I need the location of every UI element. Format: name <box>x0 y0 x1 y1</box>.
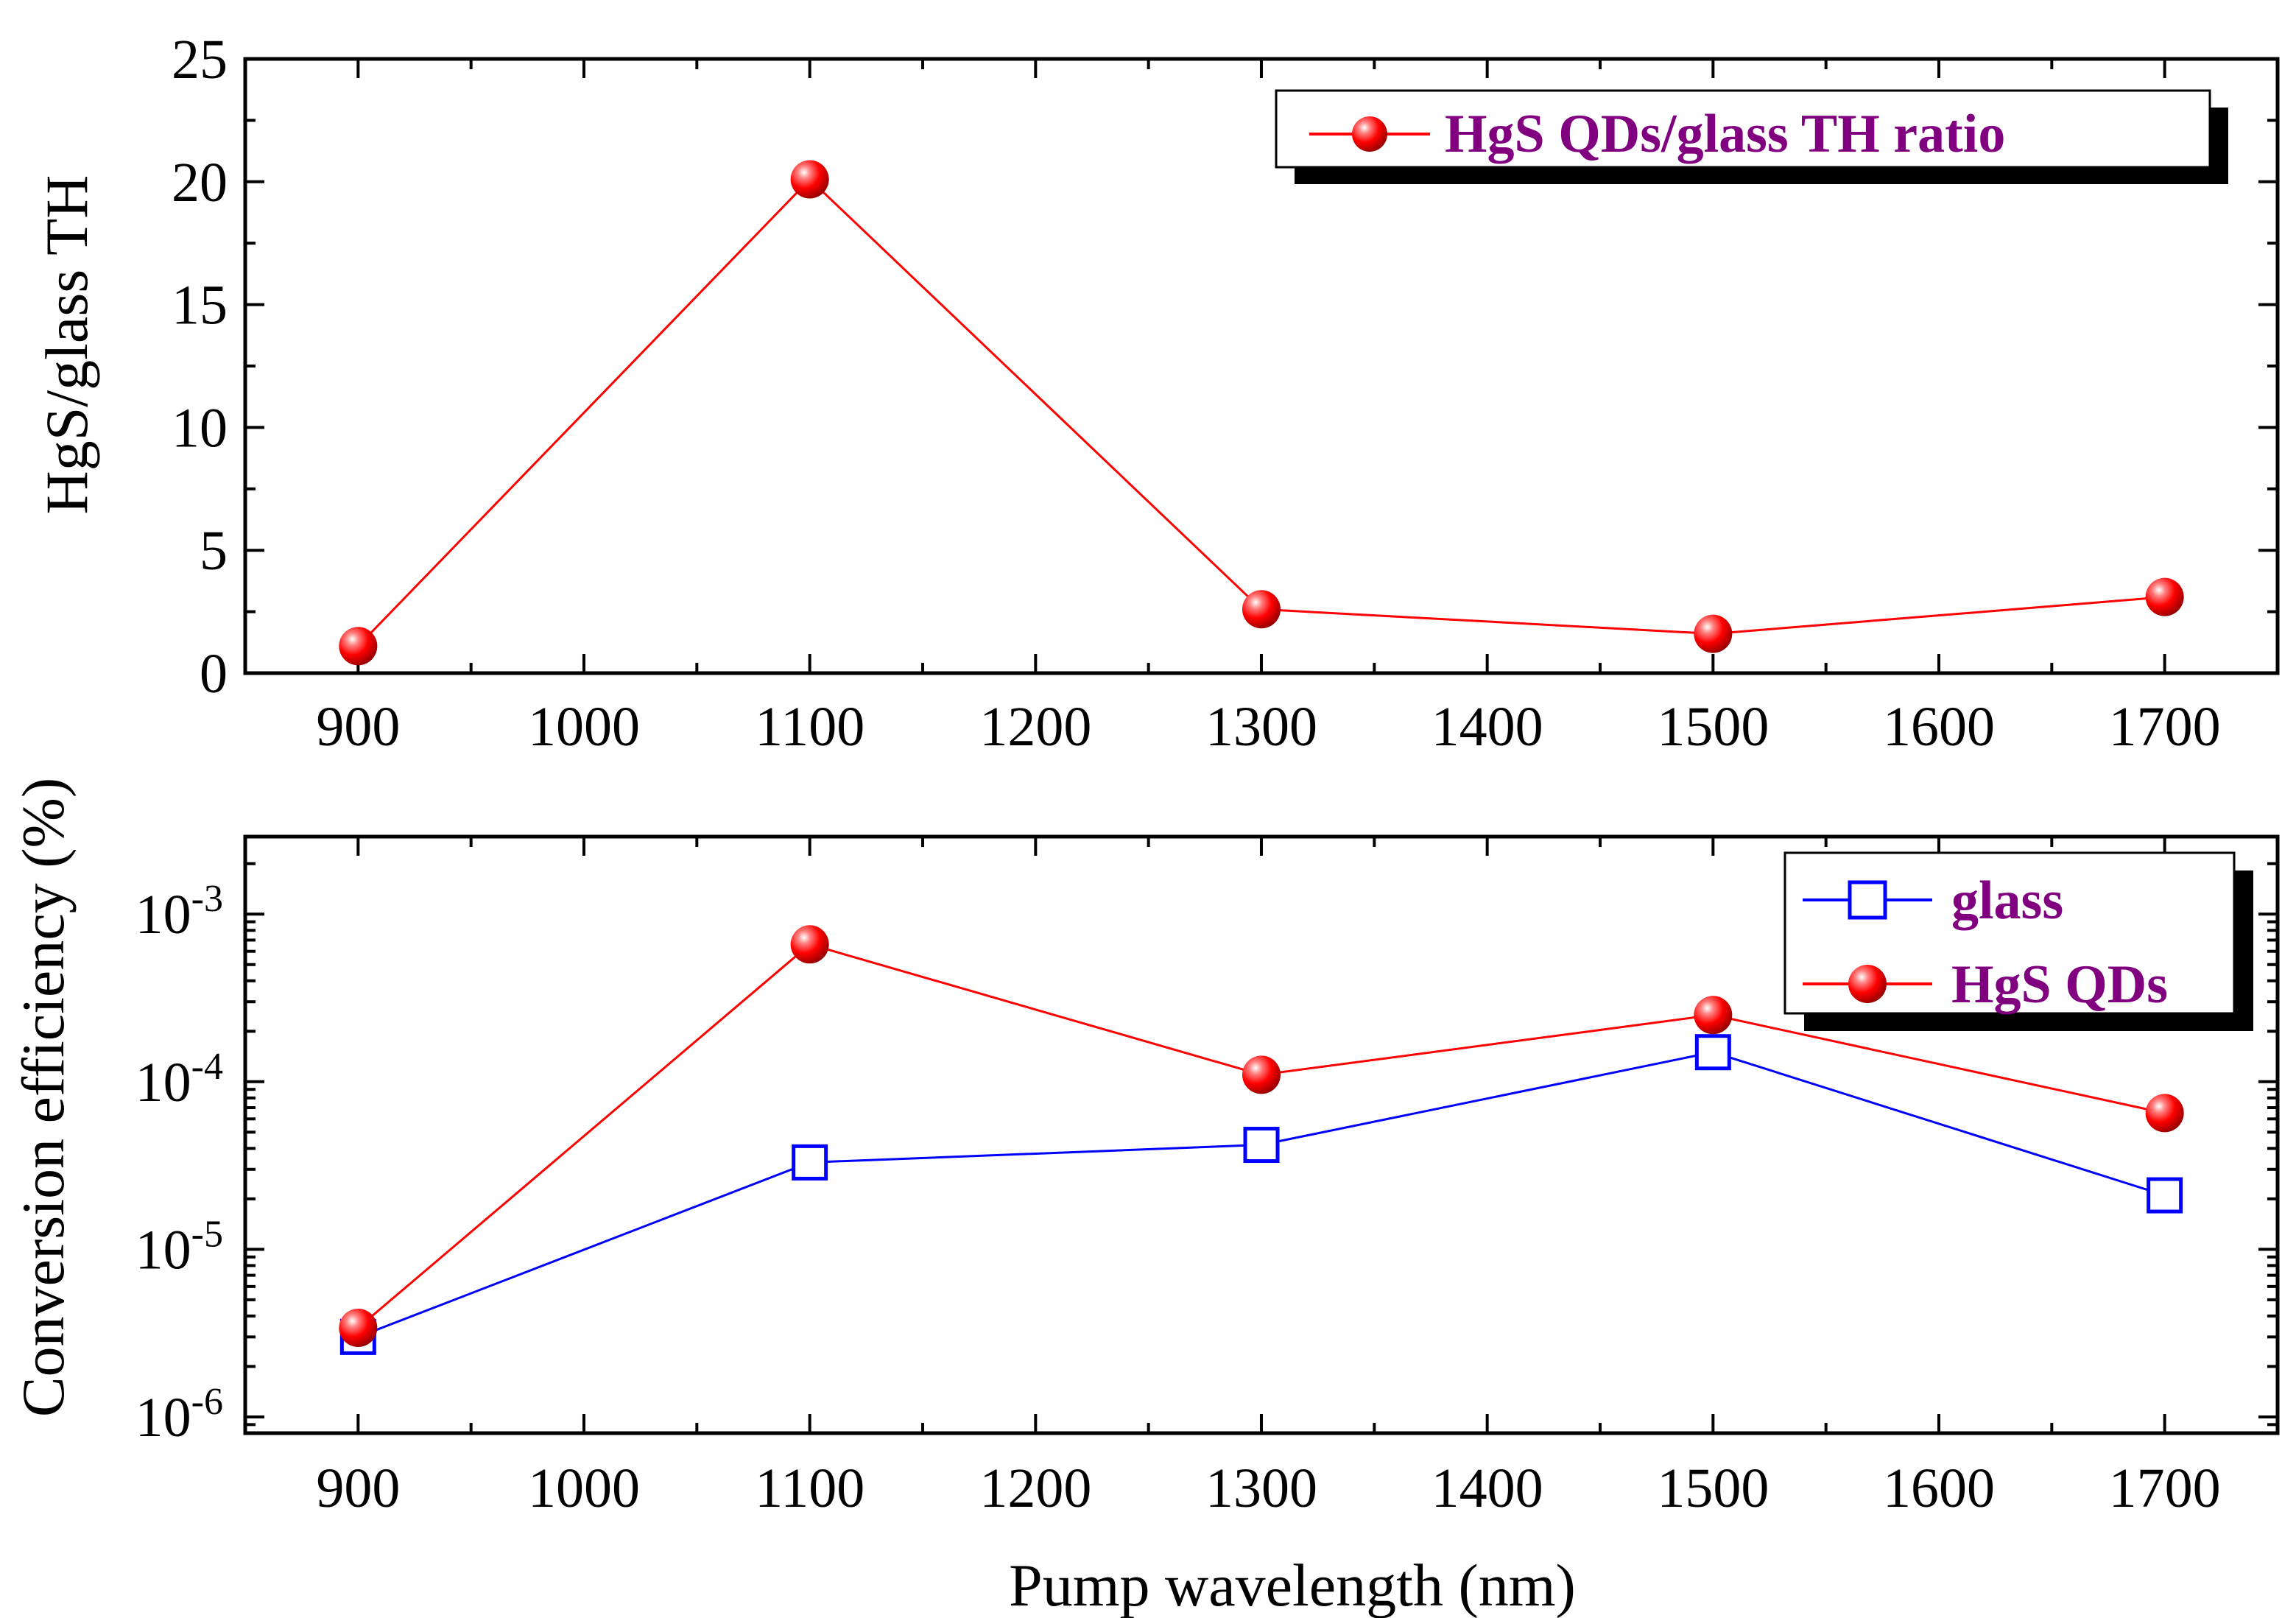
data-point-hgs-qds-glass-th-ratio <box>1694 614 1733 653</box>
y-tick-label: 15 <box>172 275 228 337</box>
y-tick-label: 10-5 <box>135 1213 223 1281</box>
x-tick-label: 1600 <box>1883 696 1995 758</box>
y-tick-label: 5 <box>200 520 228 582</box>
x-tick-label: 1700 <box>2109 1457 2221 1519</box>
y-tick-base: 10 <box>135 1219 191 1281</box>
data-point-hgs-qds-glass-th-ratio <box>339 627 378 666</box>
y-tick-label: 20 <box>172 152 228 214</box>
x-tick-label: 1200 <box>979 1457 1091 1519</box>
series-lines <box>357 177 2165 647</box>
y-tick-base: 10 <box>135 1052 191 1114</box>
x-axis-title: Pump wavelength (nm) <box>1009 1552 1576 1618</box>
legend: glass HgS QDs <box>1783 851 2253 1031</box>
legend-marker-glass <box>1848 880 1887 920</box>
x-tick-label: 1000 <box>528 696 640 758</box>
x-tick-label: 1600 <box>1883 1457 1995 1519</box>
y-axis-title: Conversion efficiency (%) <box>10 778 77 1417</box>
x-tick-labels: 900 1000 1100 1200 1300 1400 1500 1600 1700 <box>316 1457 2220 1519</box>
x-tick-label: 1500 <box>1657 1457 1769 1519</box>
ratio-chart: 900 1000 1100 1200 1300 1400 1500 1600 1700 0 5 10… <box>33 29 2280 758</box>
data-point-hgs-qds <box>2145 1094 2184 1133</box>
data-point-glass <box>2147 1177 2183 1214</box>
legend-label-glass: glass <box>1951 870 2063 931</box>
y-tick-label: 0 <box>200 643 228 705</box>
y-tick-label: 10-3 <box>135 878 223 946</box>
data-point-glass <box>792 1144 828 1181</box>
y-tick-base: 10 <box>135 1387 191 1449</box>
x-tick-label: 1300 <box>1205 1457 1317 1519</box>
legend-box <box>1783 851 2236 1015</box>
x-tick-label: 1700 <box>2109 696 2221 758</box>
plot-frame <box>243 834 2280 1435</box>
y-tick-base: 10 <box>135 884 191 946</box>
data-point-hgs-qds-glass-th-ratio <box>2145 577 2184 616</box>
y-tick-label: 10 <box>172 397 228 459</box>
legend: HgS QDs/glass TH ratio <box>1275 89 2228 184</box>
y-tick-label: 10-6 <box>135 1381 223 1449</box>
x-tick-label: 1200 <box>979 696 1091 758</box>
data-point-hgs-qds-glass-th-ratio <box>1242 590 1281 629</box>
y-tick-labels: 10-610-510-410-3 <box>135 878 223 1449</box>
x-tick-label: 1500 <box>1657 696 1769 758</box>
x-tick-label: 900 <box>316 696 400 758</box>
y-tick-exponent: -5 <box>191 1213 223 1255</box>
efficiency-chart: 900 1000 1100 1200 1300 1400 1500 1600 1700 10-6… <box>10 778 2280 1618</box>
x-tick-label: 1400 <box>1432 1457 1543 1519</box>
x-tick-marks <box>244 837 2166 1433</box>
y-tick-exponent: -6 <box>191 1381 223 1423</box>
y-tick-exponent: -3 <box>191 878 223 920</box>
x-tick-label: 1000 <box>528 1457 640 1519</box>
x-tick-label: 900 <box>316 1457 400 1519</box>
y-tick-exponent: -4 <box>191 1046 223 1088</box>
legend-marker-ratio <box>1352 116 1387 152</box>
plot-frame <box>243 57 2280 675</box>
x-tick-label: 1300 <box>1205 696 1317 758</box>
series-line-glass <box>357 1051 2166 1338</box>
y-tick-label: 10-4 <box>135 1046 223 1114</box>
data-point-hgs-qds <box>790 925 829 964</box>
x-tick-label: 1100 <box>755 1457 864 1519</box>
y-tick-label: 25 <box>172 29 228 91</box>
data-point-hgs-qds <box>1694 996 1733 1035</box>
series-markers <box>339 925 2184 1355</box>
data-point-hgs-qds-glass-th-ratio <box>790 160 829 199</box>
legend-label-hgs: HgS QDs <box>1951 954 2168 1015</box>
data-point-hgs-qds <box>339 1308 378 1347</box>
x-tick-labels: 900 1000 1100 1200 1300 1400 1500 1600 1700 <box>316 696 2220 758</box>
legend-marker-hgs <box>1848 965 1887 1003</box>
data-point-hgs-qds <box>1242 1055 1281 1094</box>
legend-box <box>1275 89 2211 169</box>
series-markers <box>339 160 2184 666</box>
data-point-glass <box>1243 1127 1280 1164</box>
legend-label-ratio: HgS QDs/glass TH ratio <box>1445 104 2005 164</box>
y-tick-labels: 0 5 10 15 20 25 <box>172 29 228 705</box>
x-tick-label: 1400 <box>1432 696 1543 758</box>
data-point-glass <box>1694 1034 1731 1071</box>
x-tick-label: 1100 <box>755 696 864 758</box>
y-axis-title: HgS/glass TH <box>33 175 100 515</box>
series-line-hgs-qds-glass-th-ratio <box>357 177 2165 647</box>
